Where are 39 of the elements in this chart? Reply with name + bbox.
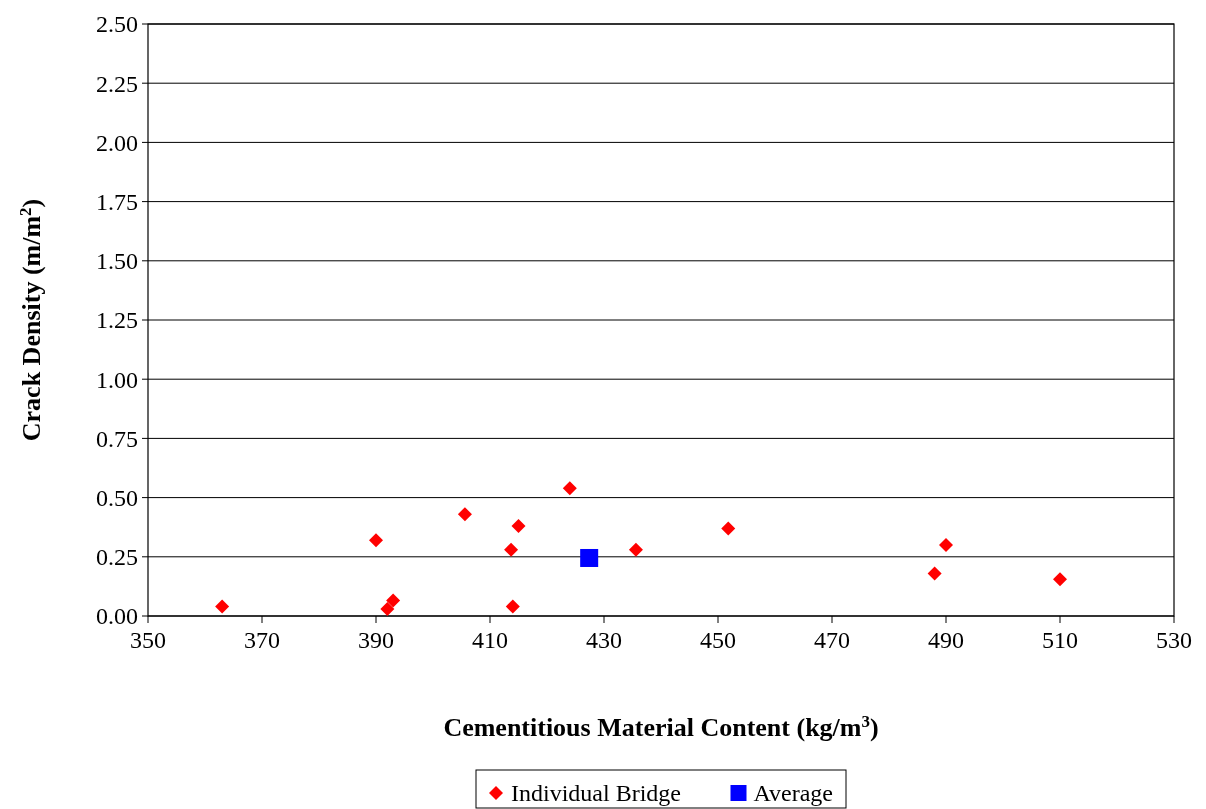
- x-tick-label: 390: [358, 627, 394, 653]
- point: [927, 566, 942, 581]
- x-tick-label: 490: [928, 627, 964, 653]
- y-tick-label: 1.50: [96, 248, 138, 275]
- y-tick-label: 1.25: [96, 307, 138, 334]
- point: [504, 542, 519, 557]
- y-tick-label: 2.50: [96, 11, 138, 38]
- point: [1053, 572, 1067, 587]
- y-tick-label: 1.75: [96, 189, 138, 215]
- y-tick-label: 2.00: [96, 129, 138, 156]
- point: [380, 601, 395, 616]
- x-tick-label: 350: [130, 627, 166, 653]
- y-tick-label: 1.00: [96, 366, 138, 393]
- x-tick-label: 430: [586, 627, 622, 653]
- y-tick-label: 0.50: [96, 485, 138, 511]
- y-tick-label: 0.25: [96, 544, 138, 571]
- point: [628, 542, 643, 557]
- point: [505, 599, 520, 614]
- point: [721, 521, 736, 536]
- point: [580, 548, 599, 567]
- x-axis-title: Cementitious Material Content (kg/m$^{3}$): [443, 711, 879, 742]
- x-tick-label: 510: [1042, 627, 1078, 653]
- x-tick-label: 530: [1156, 627, 1192, 653]
- point: [386, 593, 401, 608]
- point: [939, 537, 953, 552]
- point: [457, 507, 472, 522]
- point: [562, 481, 577, 496]
- legend-label: Average: [753, 780, 833, 806]
- point: [511, 519, 526, 534]
- point: [369, 533, 383, 548]
- x-tick-label: 450: [700, 627, 736, 653]
- x-tick-label: 410: [472, 627, 508, 653]
- legend-label: Individual Bridge: [511, 780, 681, 806]
- x-tick-label: 370: [244, 627, 280, 653]
- x-tick-label: 470: [814, 627, 850, 653]
- y-tick-label: 0.75: [96, 425, 138, 452]
- point: [215, 599, 230, 614]
- y-tick-label: 2.25: [96, 70, 138, 97]
- y-tick-label: 0.00: [96, 603, 138, 630]
